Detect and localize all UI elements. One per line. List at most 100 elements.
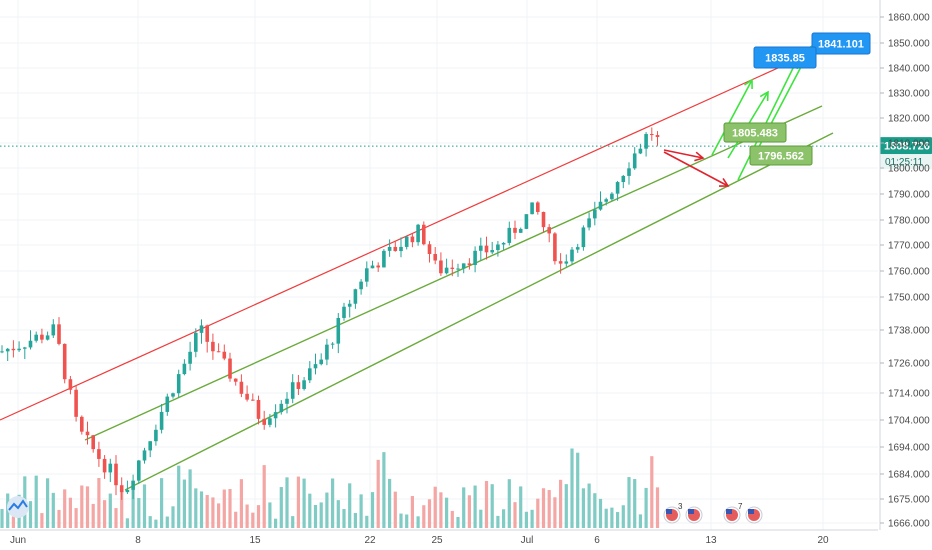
volume-bar-69 — [393, 491, 397, 528]
volume-bar-71 — [405, 514, 409, 528]
candle-body-34 — [194, 332, 198, 352]
green-arrow-1-shaft — [711, 79, 753, 156]
volume-bar-109 — [621, 505, 625, 528]
price-tick-label-14: 1714.000 — [888, 389, 930, 400]
annotation-tag-label-3: 1796.562 — [758, 151, 804, 163]
volume-bar-27 — [154, 519, 158, 528]
volume-bar-84 — [479, 509, 483, 528]
candle-body-26 — [148, 441, 152, 451]
volume-bar-92 — [524, 511, 528, 528]
candle-body-6 — [34, 334, 38, 341]
volume-bar-50 — [285, 477, 289, 528]
candle-body-77 — [439, 260, 443, 274]
volume-bar-30 — [171, 506, 175, 528]
candle-body-24 — [137, 460, 141, 481]
volume-bar-36 — [205, 495, 209, 528]
volume-bar-10 — [57, 509, 61, 528]
volume-bar-97 — [553, 497, 557, 528]
candle-body-110 — [627, 168, 631, 176]
volume-bar-20 — [114, 508, 118, 528]
candle-body-113 — [644, 134, 648, 149]
candle-body-49 — [279, 403, 284, 413]
volume-bar-95 — [541, 488, 546, 528]
event-badge-flag-b-canton-0 — [688, 509, 694, 514]
time-axis: Jun 8 15 22 25 Jul 6 13 20 — [0, 529, 878, 546]
volume-bar-90 — [513, 502, 517, 528]
time-tick-label-0: Jun — [10, 535, 26, 546]
green-arrow-3-shaft — [737, 59, 798, 181]
candle-body-23 — [131, 480, 135, 490]
volume-bar-70 — [399, 513, 403, 528]
volume-bar-91 — [519, 486, 523, 528]
candle-body-108 — [615, 182, 620, 194]
volume-bar-60 — [342, 509, 346, 528]
volume-bar-46 — [262, 465, 266, 528]
event-badge-flag-a-canton-0 — [666, 509, 672, 514]
countdown-tag-bg — [880, 154, 932, 170]
volume-bar-22 — [125, 518, 129, 528]
candle-body-88 — [501, 242, 506, 245]
candle-body-89 — [507, 227, 512, 243]
volume-bar-80 — [456, 516, 460, 528]
volume-bar-96 — [547, 490, 551, 528]
volume-bar-110 — [627, 477, 631, 528]
annotation-tag-bg-1 — [753, 46, 817, 69]
volume-bar-11 — [63, 489, 67, 528]
candle-body-56 — [319, 359, 323, 365]
volume-bar-14 — [80, 485, 84, 528]
candle-body-83 — [473, 250, 477, 265]
candle-body-45 — [256, 399, 261, 419]
candle-body-65 — [370, 265, 375, 269]
candle-body-8 — [45, 335, 50, 340]
annotation-tag-2: 1805.483 — [723, 122, 787, 143]
candle-body-43 — [245, 393, 249, 400]
candle-body-50 — [285, 398, 289, 404]
channel-lines — [0, 57, 834, 491]
volume-bar-108 — [616, 512, 620, 528]
candle-body-106 — [604, 199, 608, 202]
candle-body-101 — [575, 247, 580, 250]
grid — [0, 0, 878, 530]
price-tick-label-17: 1684.000 — [888, 470, 930, 481]
time-tick-label-1: 8 — [135, 535, 141, 546]
event-badge-1: 7 — [723, 502, 763, 524]
candle-body-69 — [393, 246, 398, 252]
volume-bar-113 — [644, 487, 648, 528]
candle-body-70 — [399, 246, 403, 252]
candle-body-22 — [125, 489, 130, 493]
candle-body-82 — [467, 263, 472, 265]
lower-channel-line — [124, 132, 834, 491]
volume-bar-63 — [359, 494, 363, 528]
volume-bar-16 — [91, 503, 95, 528]
candle-body-71 — [404, 236, 409, 247]
candle-body-52 — [296, 382, 301, 389]
candle-body-79 — [450, 267, 455, 269]
volume-bar-42 — [239, 479, 243, 528]
time-tick-label-4: 25 — [431, 535, 443, 546]
annotation-tag-label-2: 1805.483 — [732, 128, 778, 140]
candle-body-73 — [416, 224, 420, 243]
candle-body-28 — [159, 411, 164, 430]
volume-bar-34 — [194, 488, 198, 528]
volume-bar-52 — [296, 476, 300, 528]
price-tick-label-1: 1850.000 — [888, 39, 930, 50]
price-tick-label-13: 1726.000 — [888, 359, 930, 370]
candle-body-112 — [638, 148, 643, 154]
red-arrow-lower-shaft — [663, 151, 729, 187]
volume-bar-8 — [46, 478, 50, 528]
time-tick-label-7: 13 — [705, 535, 717, 546]
volume-bar-77 — [439, 492, 443, 528]
volume-bar-38 — [217, 503, 221, 528]
annotation-overlays: 1808.726 01:25:11 1841.101 1835.85 1805.483 1… — [0, 32, 932, 187]
volume-bar-68 — [388, 478, 392, 528]
volume-bar-107 — [610, 507, 614, 528]
candle-body-91 — [518, 228, 523, 233]
time-tick-label-6: 6 — [594, 535, 600, 546]
volume-bar-45 — [256, 505, 261, 528]
price-tick-label-7: 1790.000 — [888, 190, 930, 201]
volume-bar-43 — [245, 504, 249, 528]
candle-body-38 — [216, 351, 221, 353]
candle-body-18 — [102, 458, 107, 473]
candle-body-7 — [40, 334, 44, 340]
